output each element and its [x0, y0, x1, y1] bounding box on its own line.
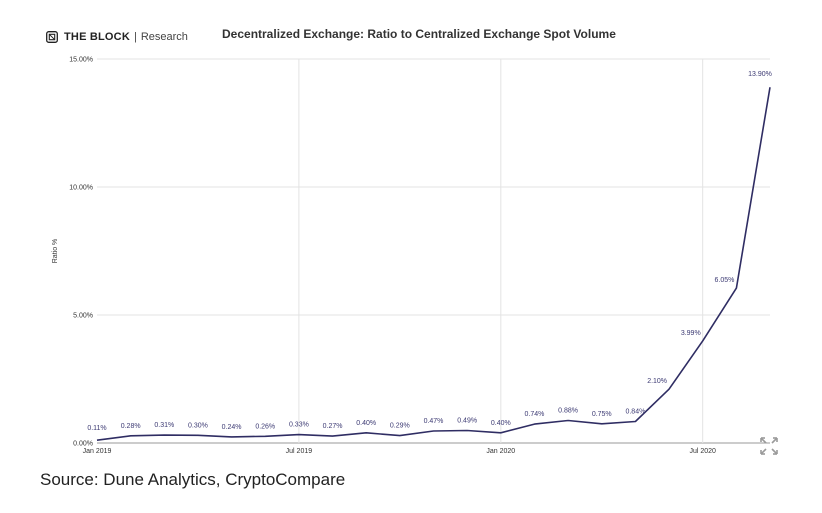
data-label: 0.75% [592, 411, 612, 418]
series-line [96, 87, 771, 441]
data-label: 0.40% [356, 420, 376, 427]
data-label: 0.84% [625, 408, 645, 415]
y-axis-label: Ratio % [52, 239, 59, 264]
y-tick-label: 5.00% [73, 313, 93, 320]
x-tick-label: Jul 2019 [286, 448, 313, 455]
data-label: 3.99% [681, 330, 701, 337]
data-label: 13.90% [748, 71, 772, 78]
brand-subtitle: Research [140, 31, 188, 43]
data-label: 0.11% [87, 425, 106, 432]
data-label: 0.28% [121, 423, 141, 430]
data-label: 0.24% [222, 424, 242, 431]
data-label: 6.05% [714, 277, 734, 284]
chart-title: Decentralized Exchange: Ratio to Central… [222, 27, 616, 41]
y-tick-label: 0.00% [73, 441, 93, 448]
data-label: 0.30% [188, 422, 208, 429]
data-label: 0.33% [289, 422, 309, 429]
y-tick-label: 10.00% [69, 185, 93, 192]
data-label: 0.40% [491, 420, 511, 427]
data-label: 0.47% [424, 418, 444, 425]
the-block-logo: THE BLOCK | Research [46, 31, 188, 43]
data-label: 0.27% [323, 423, 343, 430]
data-label: 0.26% [255, 423, 275, 430]
brand-header: THE BLOCK | Research [46, 27, 188, 47]
the-block-logo-icon [46, 31, 58, 43]
data-label: 0.49% [457, 417, 477, 424]
x-tick-label: Jan 2020 [486, 448, 515, 455]
y-tick-label: 15.00% [69, 57, 93, 64]
data-label: 0.74% [525, 411, 545, 418]
source-note: Source: Dune Analytics, CryptoCompare [40, 470, 346, 489]
data-label: 0.88% [558, 407, 578, 414]
x-tick-label: Jul 2020 [689, 448, 716, 455]
data-label: 2.10% [647, 378, 667, 385]
data-label: 0.31% [154, 422, 174, 429]
data-label: 0.29% [390, 423, 410, 430]
brand-name: THE BLOCK [64, 31, 130, 43]
brand-separator: | [133, 31, 137, 43]
expand-icon[interactable] [760, 437, 778, 455]
line-chart: 0.00% 5.00% 10.00% 15.00% Jan 2019 Jul 2019 Ja… [52, 57, 778, 455]
x-tick-label: Jan 2019 [83, 448, 112, 455]
